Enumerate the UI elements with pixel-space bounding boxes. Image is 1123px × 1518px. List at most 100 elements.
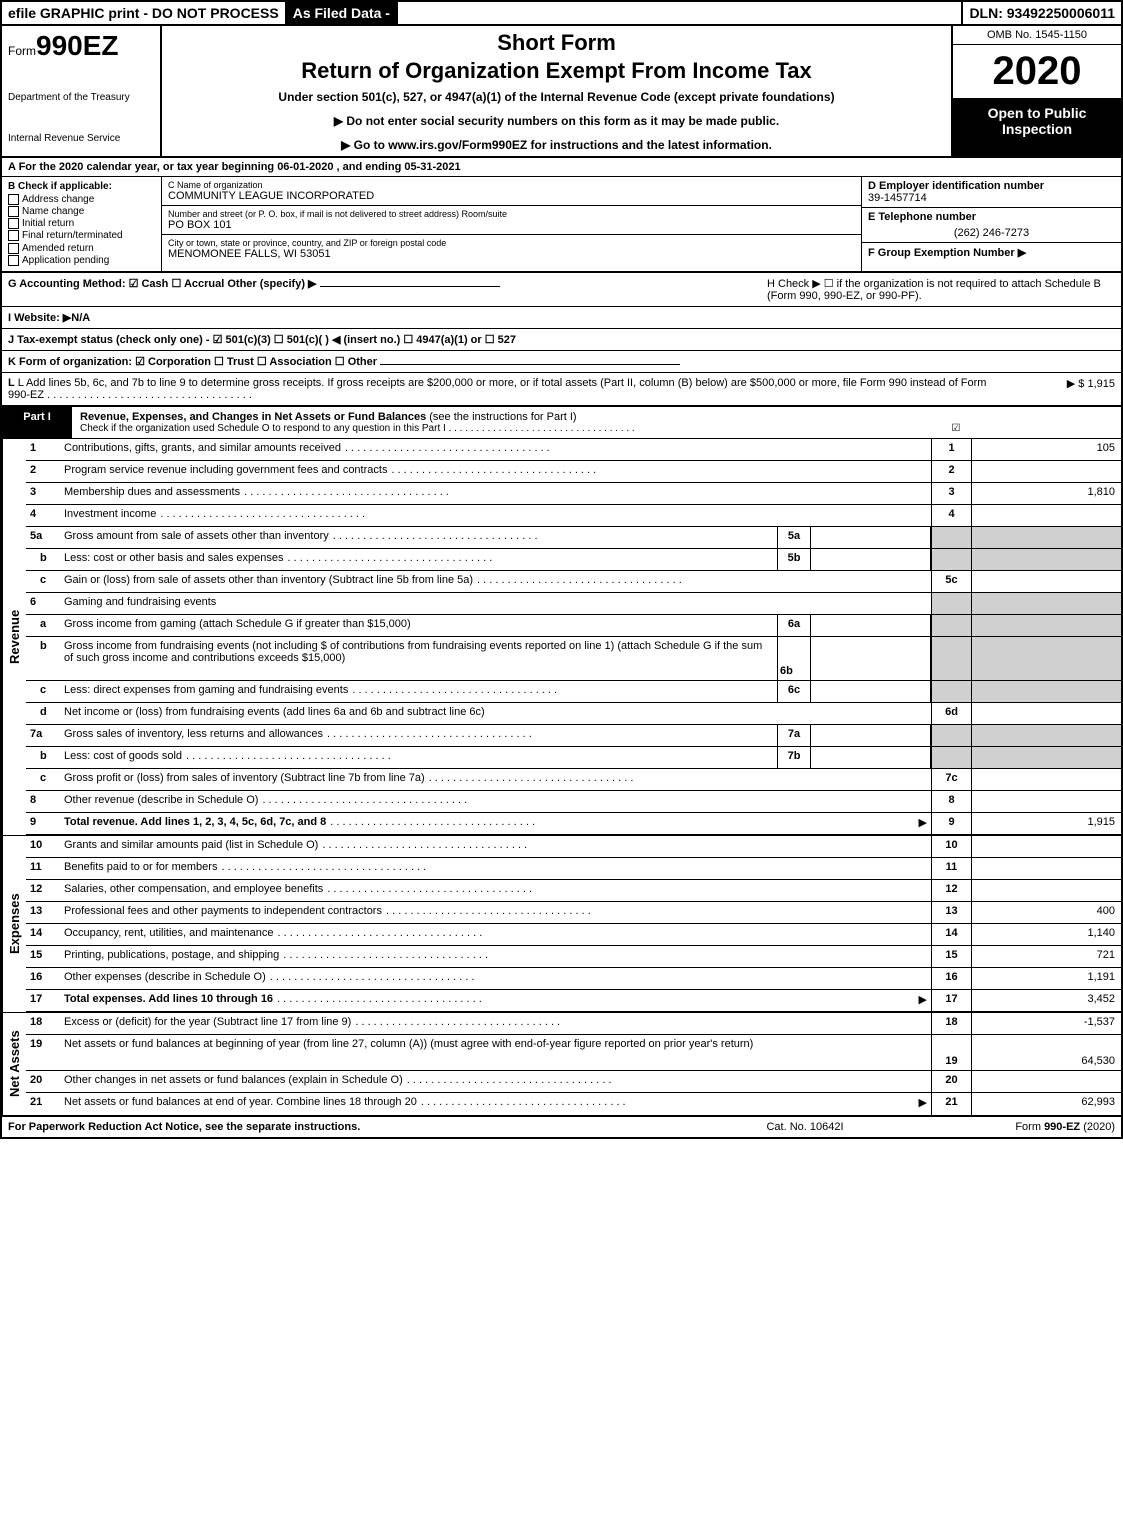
row-k-text: K Form of organization: ☑ Corporation ☐ … [8, 356, 377, 368]
row-a-tax-year: A For the 2020 calendar year, or tax yea… [2, 158, 1121, 177]
line-7a-rlbl [931, 725, 971, 746]
line-2: 2 Program service revenue including gove… [26, 461, 1121, 483]
footer-right: Form 990-EZ (2020) [895, 1121, 1115, 1133]
chk-application-pending[interactable]: Application pending [8, 255, 155, 266]
line-17-rlbl: 17 [931, 990, 971, 1011]
as-filed-label: As Filed Data - [285, 2, 398, 24]
schedule-b-check: H Check ▶ ☐ if the organization is not r… [761, 273, 1121, 306]
line-13-rval: 400 [971, 902, 1121, 923]
part-1-checkmark: ☑ [951, 423, 960, 434]
part-1-subtitle: (see the instructions for Part I) [429, 411, 576, 423]
line-8-num: 8 [26, 791, 60, 812]
expenses-section: Expenses 10 Grants and similar amounts p… [2, 835, 1121, 1012]
line-5c-desc: Gain or (loss) from sale of assets other… [60, 571, 931, 592]
line-5b-text: Less: cost or other basis and sales expe… [64, 552, 288, 564]
line-6c-num: c [26, 681, 60, 702]
row-j-tax-exempt: J Tax-exempt status (check only one) - ☑… [2, 329, 1121, 351]
line-6a-desc: Gross income from gaming (attach Schedul… [60, 615, 777, 636]
line-6c-rval [971, 681, 1121, 702]
chk-amended-return[interactable]: Amended return [8, 243, 155, 254]
accounting-other-line[interactable] [320, 286, 500, 287]
chk-initial-return-label: Initial return [22, 218, 74, 229]
header-center: Short Form Return of Organization Exempt… [162, 26, 951, 156]
line-5a-rval [971, 527, 1121, 548]
line-11: 11 Benefits paid to or for members 11 [26, 858, 1121, 880]
line-1-num: 1 [26, 439, 60, 460]
line-13-text: Professional fees and other payments to … [64, 905, 386, 917]
line-6d: d Net income or (loss) from fundraising … [26, 703, 1121, 725]
line-7a-text: Gross sales of inventory, less returns a… [64, 728, 327, 740]
chk-final-return[interactable]: Final return/terminated [8, 230, 155, 241]
line-6b: b Gross income from fundraising events (… [26, 637, 1121, 681]
line-6-rval [971, 593, 1121, 614]
line-6a-mlbl: 6a [777, 615, 811, 636]
line-17-text: Total expenses. Add lines 10 through 16 [64, 993, 277, 1006]
line-5c: c Gain or (loss) from sale of assets oth… [26, 571, 1121, 593]
line-7c-rlbl: 7c [931, 769, 971, 790]
line-7a-desc: Gross sales of inventory, less returns a… [60, 725, 777, 746]
line-21-num: 21 [26, 1093, 60, 1115]
line-6-desc: Gaming and fundraising events [60, 593, 931, 614]
line-17-rval: 3,452 [971, 990, 1121, 1011]
line-2-rlbl: 2 [931, 461, 971, 482]
chk-address-change[interactable]: Address change [8, 194, 155, 205]
accounting-method: G Accounting Method: ☑ Cash ☐ Accrual Ot… [2, 273, 761, 306]
line-10-num: 10 [26, 836, 60, 857]
line-5b-rlbl [931, 549, 971, 570]
line-12-rval [971, 880, 1121, 901]
row-l-amount: ▶ $ 1,915 [995, 377, 1115, 401]
line-6a: a Gross income from gaming (attach Sched… [26, 615, 1121, 637]
line-21-desc: Net assets or fund balances at end of ye… [60, 1093, 931, 1115]
form-number: Form990EZ [8, 30, 154, 62]
line-6d-rval [971, 703, 1121, 724]
line-6a-rval [971, 615, 1121, 636]
chk-initial-return[interactable]: Initial return [8, 218, 155, 229]
sidelabel-netassets: Net Assets [2, 1013, 26, 1115]
chk-final-return-label: Final return/terminated [22, 231, 123, 242]
line-18-text: Excess or (deficit) for the year (Subtra… [64, 1016, 355, 1028]
line-19-num: 19 [26, 1035, 60, 1070]
col-d-e-f: D Employer identification number 39-1457… [861, 177, 1121, 271]
line-7c-desc: Gross profit or (loss) from sales of inv… [60, 769, 931, 790]
efile-graphic-label: efile GRAPHIC print - DO NOT PROCESS [2, 2, 285, 24]
line-6a-mval [811, 615, 931, 636]
line-5a-num: 5a [26, 527, 60, 548]
line-7b-rlbl [931, 747, 971, 768]
chk-name-change[interactable]: Name change [8, 206, 155, 217]
org-name-label: C Name of organization [168, 180, 855, 190]
line-19: 19 Net assets or fund balances at beginn… [26, 1035, 1121, 1071]
line-15: 15 Printing, publications, postage, and … [26, 946, 1121, 968]
line-1-text: Contributions, gifts, grants, and simila… [64, 442, 345, 454]
line-12: 12 Salaries, other compensation, and emp… [26, 880, 1121, 902]
line-14-num: 14 [26, 924, 60, 945]
line-5a-desc: Gross amount from sale of assets other t… [60, 527, 777, 548]
line-7a-mlbl: 7a [777, 725, 811, 746]
line-8-rval [971, 791, 1121, 812]
net-assets-lines: 18 Excess or (deficit) for the year (Sub… [26, 1013, 1121, 1115]
line-6d-text: Net income or (loss) from fundraising ev… [64, 706, 489, 718]
group-exemption-cell: F Group Exemption Number ▶ [862, 243, 1121, 262]
line-6b-mlbl: 6b [777, 637, 811, 680]
line-2-desc: Program service revenue including govern… [60, 461, 931, 482]
line-21: 21 Net assets or fund balances at end of… [26, 1093, 1121, 1115]
line-6b-desc: Gross income from fundraising events (no… [60, 637, 777, 680]
line-18-desc: Excess or (deficit) for the year (Subtra… [60, 1013, 931, 1034]
line-14-desc: Occupancy, rent, utilities, and maintena… [60, 924, 931, 945]
line-12-desc: Salaries, other compensation, and employ… [60, 880, 931, 901]
part-1-title-text: Revenue, Expenses, and Changes in Net As… [80, 411, 426, 423]
line-5b-desc: Less: cost or other basis and sales expe… [60, 549, 777, 570]
line-2-text: Program service revenue including govern… [64, 464, 391, 476]
line-14-text: Occupancy, rent, utilities, and maintena… [64, 927, 278, 939]
phone-cell: E Telephone number (262) 246-7273 [862, 208, 1121, 243]
line-3-rval: 1,810 [971, 483, 1121, 504]
line-9-arrow-icon: ▶ [919, 816, 927, 829]
line-14-rval: 1,140 [971, 924, 1121, 945]
tax-year: 2020 [953, 45, 1121, 99]
line-9-desc: Total revenue. Add lines 1, 2, 3, 4, 5c,… [60, 813, 931, 834]
line-6-num: 6 [26, 593, 60, 614]
header-left: Form990EZ Department of the Treasury Int… [2, 26, 162, 156]
part-1-checkline-text: Check if the organization used Schedule … [80, 423, 446, 434]
line-4-rlbl: 4 [931, 505, 971, 526]
line-5c-text: Gain or (loss) from sale of assets other… [64, 574, 477, 586]
row-k-other-line[interactable] [380, 364, 680, 365]
